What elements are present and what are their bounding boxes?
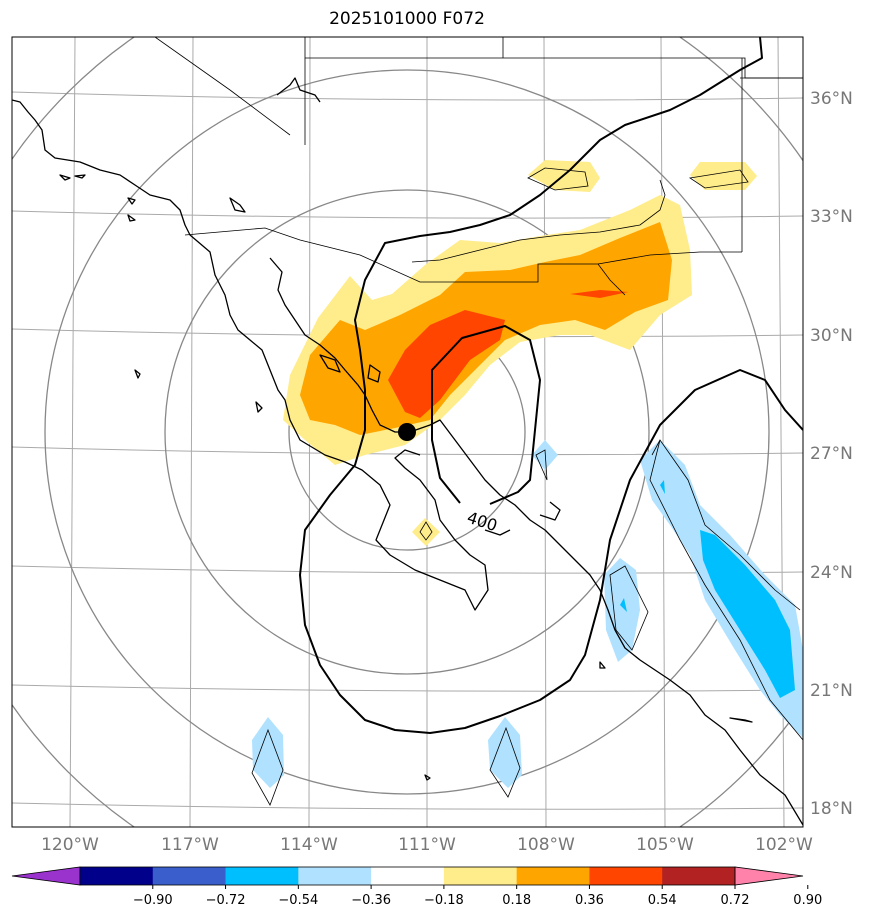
lon-label-108: 108°W <box>517 835 575 855</box>
lat-label-30: 30°N <box>810 326 853 346</box>
colorbar-segment <box>662 867 736 885</box>
fill-lightblue-mid <box>604 558 640 662</box>
colorbar-tick-label: 0.72 <box>721 893 750 908</box>
lon-label-120: 120°W <box>41 835 99 855</box>
fill-deepblue-dot2 <box>660 480 665 494</box>
lat-label-27: 27°N <box>810 444 853 464</box>
height-contours <box>299 37 803 734</box>
lon-label-105: 105°W <box>636 835 694 855</box>
colorbar-extend-high <box>734 866 804 886</box>
colorbar-segment <box>298 867 372 885</box>
colorbar-segment <box>516 867 590 885</box>
colorbar-segment <box>371 867 445 885</box>
lon-labels: 120°W 117°W 114°W 111°W 108°W 105°W 102°… <box>41 835 813 855</box>
colorbar-segment <box>225 867 299 885</box>
fill-deepblue-dot1 <box>620 598 627 612</box>
colorbar-outline <box>79 866 736 886</box>
cool-anomaly-fills <box>252 440 803 788</box>
colorbar-segment <box>80 867 154 885</box>
borders <box>154 37 803 296</box>
colorbar-tick-label: −0.36 <box>351 893 391 908</box>
lat-label-24: 24°N <box>810 563 853 583</box>
colorbar-tick-label: −0.18 <box>424 893 464 908</box>
colorbar-extend-low <box>11 866 81 886</box>
fill-lightblue-sw1 <box>252 717 284 788</box>
colorbar-segment <box>152 867 227 885</box>
colorbar-segment <box>589 867 663 885</box>
colorbar-tick-label: 0.18 <box>502 893 531 908</box>
lon-label-111: 111°W <box>398 835 456 855</box>
lat-label-21: 21°N <box>810 681 853 701</box>
lat-label-36: 36°N <box>810 89 853 109</box>
thin-contours <box>251 167 803 806</box>
colorbar: −0.90 −0.72 −0.54 −0.36 −0.18 0.18 0.36 0.54 0.7… <box>11 866 822 908</box>
storm-center-dot <box>398 423 416 441</box>
coastlines <box>12 77 803 826</box>
colorbar-tick-label: 0.90 <box>793 893 822 908</box>
colorbar-tick-label: 0.54 <box>648 893 677 908</box>
lat-label-33: 33°N <box>810 207 853 227</box>
lon-gridlines <box>69 37 785 827</box>
fill-deepblue-east <box>700 530 795 698</box>
fill-redorange-streak <box>570 290 628 298</box>
lon-label-102: 102°W <box>755 835 813 855</box>
colorbar-tick-label: −0.72 <box>206 893 246 908</box>
lon-label-114: 114°W <box>280 835 338 855</box>
fill-lightblue-sw2 <box>488 717 522 788</box>
colorbar-tick-label: −0.90 <box>133 893 173 908</box>
lat-label-18: 18°N <box>810 799 853 819</box>
lon-label-117: 117°W <box>161 835 219 855</box>
colorbar-segment <box>443 867 518 885</box>
map-frame <box>11 36 804 828</box>
fill-redorange-main <box>388 310 505 418</box>
colorbar-tick-label: −0.54 <box>278 893 318 908</box>
lat-labels: 36°N 33°N 30°N 27°N 24°N 21°N 18°N <box>810 89 853 819</box>
fill-yellow-baja <box>412 518 440 546</box>
chart-title: 2025101000 F072 <box>329 9 485 29</box>
colorbar-tick-label: 0.36 <box>575 893 604 908</box>
